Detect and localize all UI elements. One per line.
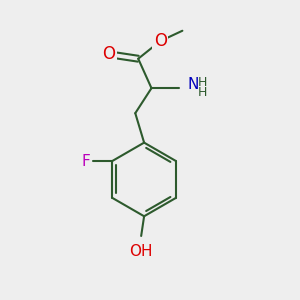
Text: O: O [102, 45, 115, 63]
Text: N: N [188, 77, 199, 92]
Text: O: O [154, 32, 167, 50]
Text: F: F [81, 154, 90, 169]
Text: H: H [198, 76, 207, 89]
Text: OH: OH [129, 244, 153, 259]
Text: H: H [198, 86, 207, 99]
